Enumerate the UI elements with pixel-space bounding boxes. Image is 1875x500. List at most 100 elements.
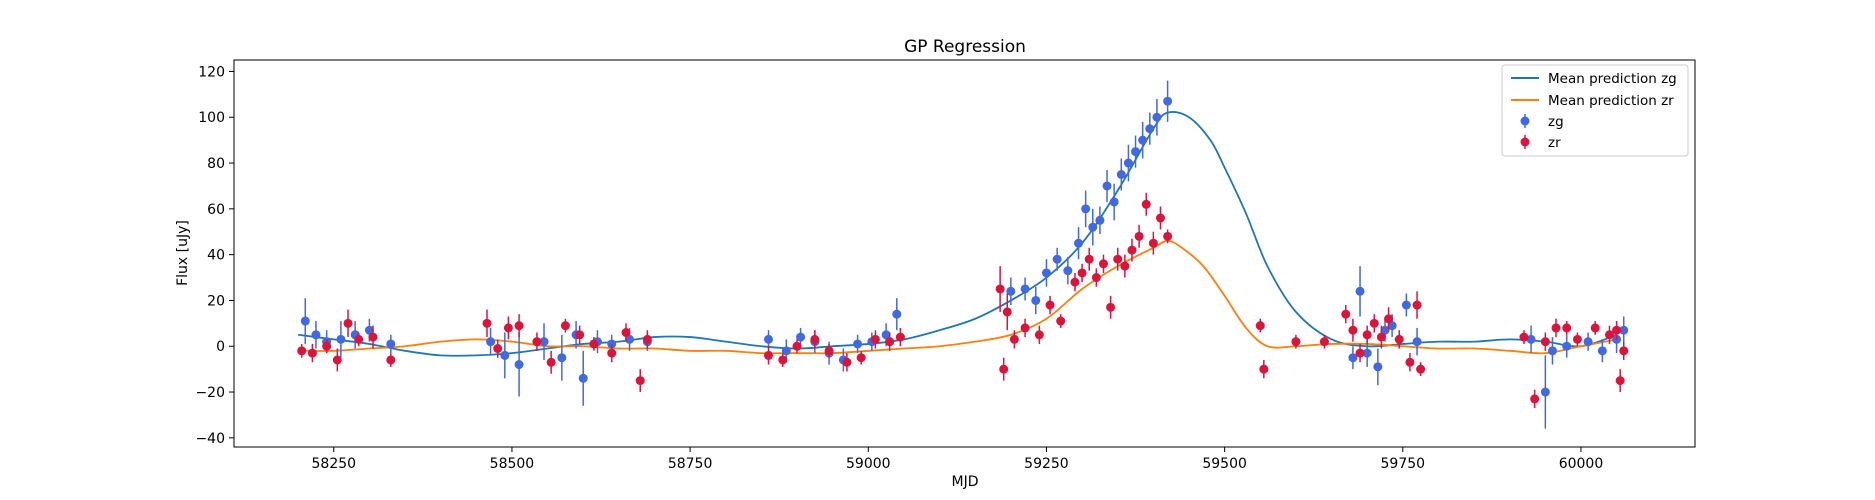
data-point	[621, 328, 631, 338]
data-point	[1088, 222, 1098, 232]
data-point	[999, 364, 1009, 374]
data-point	[1152, 112, 1162, 122]
x-axis: 58250 58500 58750 59000 59250 59500 59750 60000	[312, 447, 1603, 472]
data-point	[1612, 325, 1622, 335]
data-point	[482, 318, 492, 328]
data-point	[546, 357, 556, 367]
data-point	[824, 346, 834, 356]
data-point	[1134, 231, 1144, 241]
data-point	[1387, 321, 1397, 331]
data-point	[642, 334, 652, 344]
data-point	[885, 337, 895, 347]
series-points-zr	[297, 192, 1629, 409]
data-point	[1562, 341, 1572, 351]
data-point	[1106, 302, 1116, 312]
data-point	[1131, 147, 1141, 157]
plot-area	[233, 59, 1696, 448]
legend-swatch-zr-points	[1520, 137, 1530, 147]
y-tick-label: 60	[207, 202, 225, 218]
data-point	[1394, 334, 1404, 344]
data-point	[297, 346, 307, 356]
data-point	[607, 348, 617, 358]
data-point	[503, 323, 513, 333]
data-point	[1063, 266, 1073, 276]
data-point	[1384, 314, 1394, 324]
y-tick-label: 20	[207, 293, 225, 309]
y-tick-label: 80	[207, 156, 225, 172]
data-point	[881, 330, 891, 340]
data-point	[1373, 362, 1383, 372]
data-point	[842, 357, 852, 367]
data-point	[1547, 346, 1557, 356]
plot-frame	[233, 59, 1696, 448]
data-point	[1006, 286, 1016, 296]
data-point	[322, 341, 332, 351]
data-point	[1615, 376, 1625, 386]
data-point	[1540, 337, 1550, 347]
data-point	[368, 332, 378, 342]
data-point	[1102, 181, 1112, 191]
data-point	[1348, 325, 1358, 335]
data-point	[1045, 300, 1055, 310]
data-point	[1113, 254, 1123, 264]
x-tick-label: 59250	[1024, 456, 1069, 472]
data-point	[792, 341, 802, 351]
data-point	[560, 321, 570, 331]
data-point	[995, 284, 1005, 294]
data-point	[1319, 337, 1329, 347]
data-point	[332, 355, 342, 365]
y-tick-label: 120	[198, 64, 225, 80]
data-point	[1540, 387, 1550, 397]
data-point	[1123, 158, 1133, 168]
y-tick-label: −40	[195, 431, 225, 447]
x-tick-label: 59000	[846, 456, 891, 472]
data-point	[1155, 213, 1165, 223]
legend-box	[1501, 64, 1689, 157]
data-point	[1095, 215, 1105, 225]
data-point	[1081, 204, 1091, 214]
data-point	[1572, 334, 1582, 344]
data-point	[514, 360, 524, 370]
data-point	[1604, 330, 1614, 340]
data-point	[856, 353, 866, 363]
data-point	[1138, 135, 1148, 145]
data-point	[1109, 197, 1119, 207]
data-point	[354, 334, 364, 344]
data-point	[1562, 323, 1572, 333]
y-tick-label: 100	[198, 110, 225, 126]
y-axis: −40 −20 0 20 40 60 80 100 120	[195, 64, 234, 447]
data-point	[336, 334, 346, 344]
data-point	[307, 348, 317, 358]
legend: Mean prediction zg Mean prediction zr zg…	[1501, 64, 1689, 157]
data-point	[575, 330, 585, 340]
data-point	[1163, 231, 1173, 241]
data-point	[1145, 124, 1155, 134]
data-point	[386, 355, 396, 365]
data-point	[764, 350, 774, 360]
data-point	[1416, 364, 1426, 374]
data-point	[1031, 295, 1041, 305]
data-point	[1405, 357, 1415, 367]
data-point	[1369, 318, 1379, 328]
data-point	[892, 309, 902, 319]
data-point	[1116, 169, 1126, 179]
data-point	[532, 337, 542, 347]
data-point	[1362, 348, 1372, 358]
data-point	[1362, 330, 1372, 340]
series-layer	[297, 80, 1629, 429]
data-point	[1619, 346, 1629, 356]
data-point	[1597, 346, 1607, 356]
legend-label-zr-points: zr	[1548, 135, 1561, 151]
data-point	[1259, 364, 1269, 374]
legend-label-zg-points: zg	[1548, 114, 1564, 130]
x-axis-label: MJD	[952, 474, 979, 490]
data-point	[1355, 286, 1365, 296]
data-point	[486, 337, 496, 347]
data-point	[1255, 321, 1265, 331]
legend-label-zr-line: Mean prediction zr	[1548, 93, 1674, 109]
data-point	[853, 339, 863, 349]
legend-swatch-zg-points	[1520, 116, 1530, 126]
data-point	[764, 334, 774, 344]
data-point	[895, 332, 905, 342]
